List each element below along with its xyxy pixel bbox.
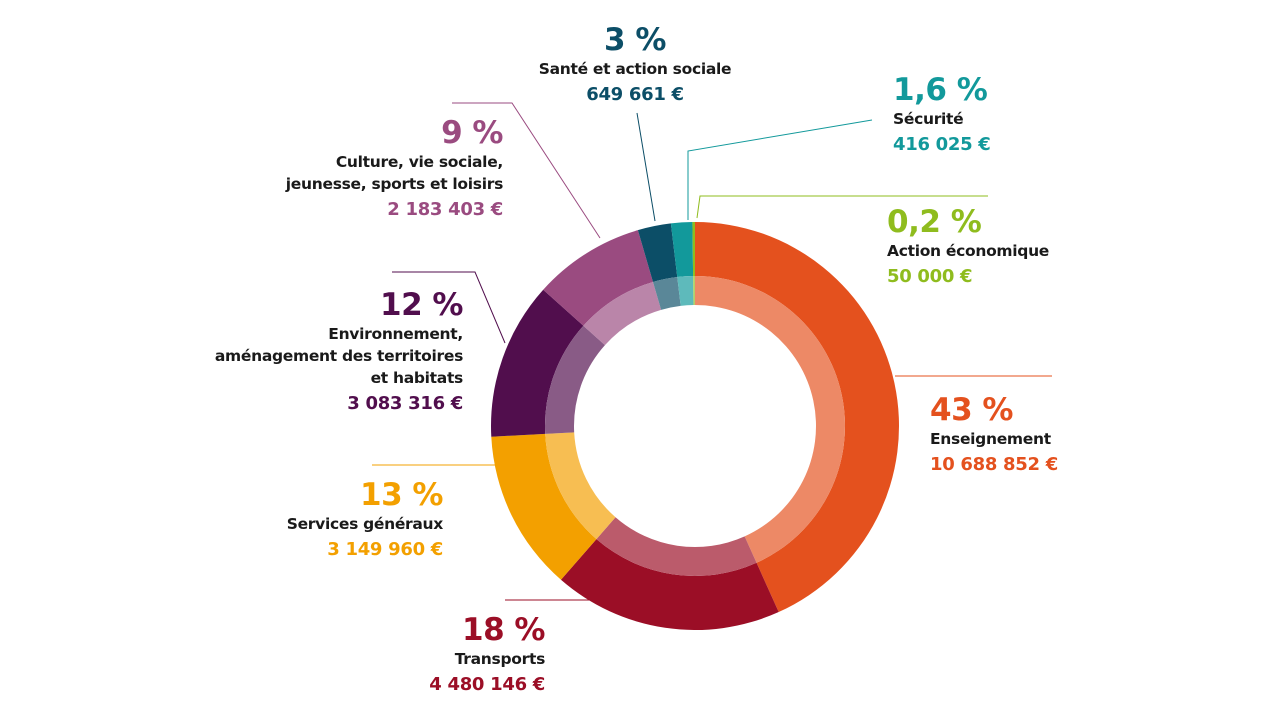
slice-environnement <box>491 289 584 437</box>
slice-inner-enseignement <box>695 276 846 563</box>
category-label: jeunesse, sports et loisirs <box>285 175 503 193</box>
slice-sant-et-action-sociale <box>637 223 678 282</box>
slice-inner-sant-et-action-sociale <box>653 277 681 310</box>
category-label: Services généraux <box>287 515 444 533</box>
leader-line-s-curit <box>687 119 873 220</box>
amount-label: 3 149 960 € <box>327 539 443 560</box>
category-label: aménagement des territoires <box>215 347 463 365</box>
slice-inner-environnement <box>545 325 605 434</box>
label-group-culture-vie-sociale: 9 % Culture, vie sociale, jeunesse, sports… <box>285 115 504 220</box>
slice-action-conomique <box>692 222 695 277</box>
amount-label: 2 183 403 € <box>387 199 503 220</box>
label-group-transports: 18 % Transports 4 480 146 € <box>429 612 546 695</box>
leader-line-sant-et-action-sociale <box>636 112 656 222</box>
slice-inner-s-curit <box>677 276 694 306</box>
percent-label: 18 % <box>462 612 545 648</box>
leader-line-action-conomique <box>696 195 988 219</box>
amount-label: 10 688 852 € <box>930 454 1058 475</box>
percent-label: 0,2 % <box>887 204 982 240</box>
label-group-action-conomique: 0,2 % Action économique 50 000 € <box>887 204 1049 287</box>
percent-label: 1,6 % <box>893 72 988 108</box>
slice-inner-transports <box>596 517 757 577</box>
percent-label: 12 % <box>380 287 463 323</box>
label-group-sant-et-action-sociale: 3 % Santé et action sociale 649 661 € <box>539 22 732 105</box>
amount-label: 649 661 € <box>586 84 684 105</box>
label-group-services-g-n-raux: 13 % Services généraux 3 149 960 € <box>287 477 444 560</box>
amount-label: 4 480 146 € <box>429 674 545 695</box>
category-label: Transports <box>455 650 545 668</box>
category-label: Sécurité <box>893 110 963 128</box>
label-group-s-curit: 1,6 % Sécurité 416 025 € <box>893 72 991 155</box>
category-label: et habitats <box>371 369 463 387</box>
slice-s-curit <box>670 222 694 278</box>
slice-labels: 43 % Enseignement 10 688 852 € 18 % Transpor… <box>215 22 1058 695</box>
percent-label: 3 % <box>604 22 666 58</box>
leader-lines <box>372 102 1052 601</box>
category-label: Culture, vie sociale, <box>336 153 503 171</box>
category-label: Santé et action sociale <box>539 60 732 78</box>
percent-label: 43 % <box>930 392 1013 428</box>
amount-label: 3 083 316 € <box>347 393 463 414</box>
slice-enseignement <box>695 222 900 613</box>
label-group-enseignement: 43 % Enseignement 10 688 852 € <box>930 392 1058 475</box>
leader-line-culture-vie-sociale <box>452 102 601 239</box>
slice-transports <box>560 539 779 631</box>
percent-label: 13 % <box>360 477 443 513</box>
amount-label: 416 025 € <box>893 134 991 155</box>
category-label: Environnement, <box>328 325 463 343</box>
slice-services-g-n-raux <box>491 433 597 580</box>
percent-label: 9 % <box>441 115 503 151</box>
category-label: Enseignement <box>930 430 1052 448</box>
slice-culture-vie-sociale <box>543 230 654 326</box>
amount-label: 50 000 € <box>887 266 972 287</box>
category-label: Action économique <box>887 242 1049 260</box>
donut-slices <box>491 222 900 631</box>
slice-inner-services-g-n-raux <box>545 432 616 540</box>
slice-inner-culture-vie-sociale <box>583 281 662 346</box>
leader-line-environnement <box>392 271 506 344</box>
label-group-environnement: 12 % Environnement, aménagement des territ… <box>215 287 464 414</box>
slice-inner-action-conomique <box>693 276 695 306</box>
